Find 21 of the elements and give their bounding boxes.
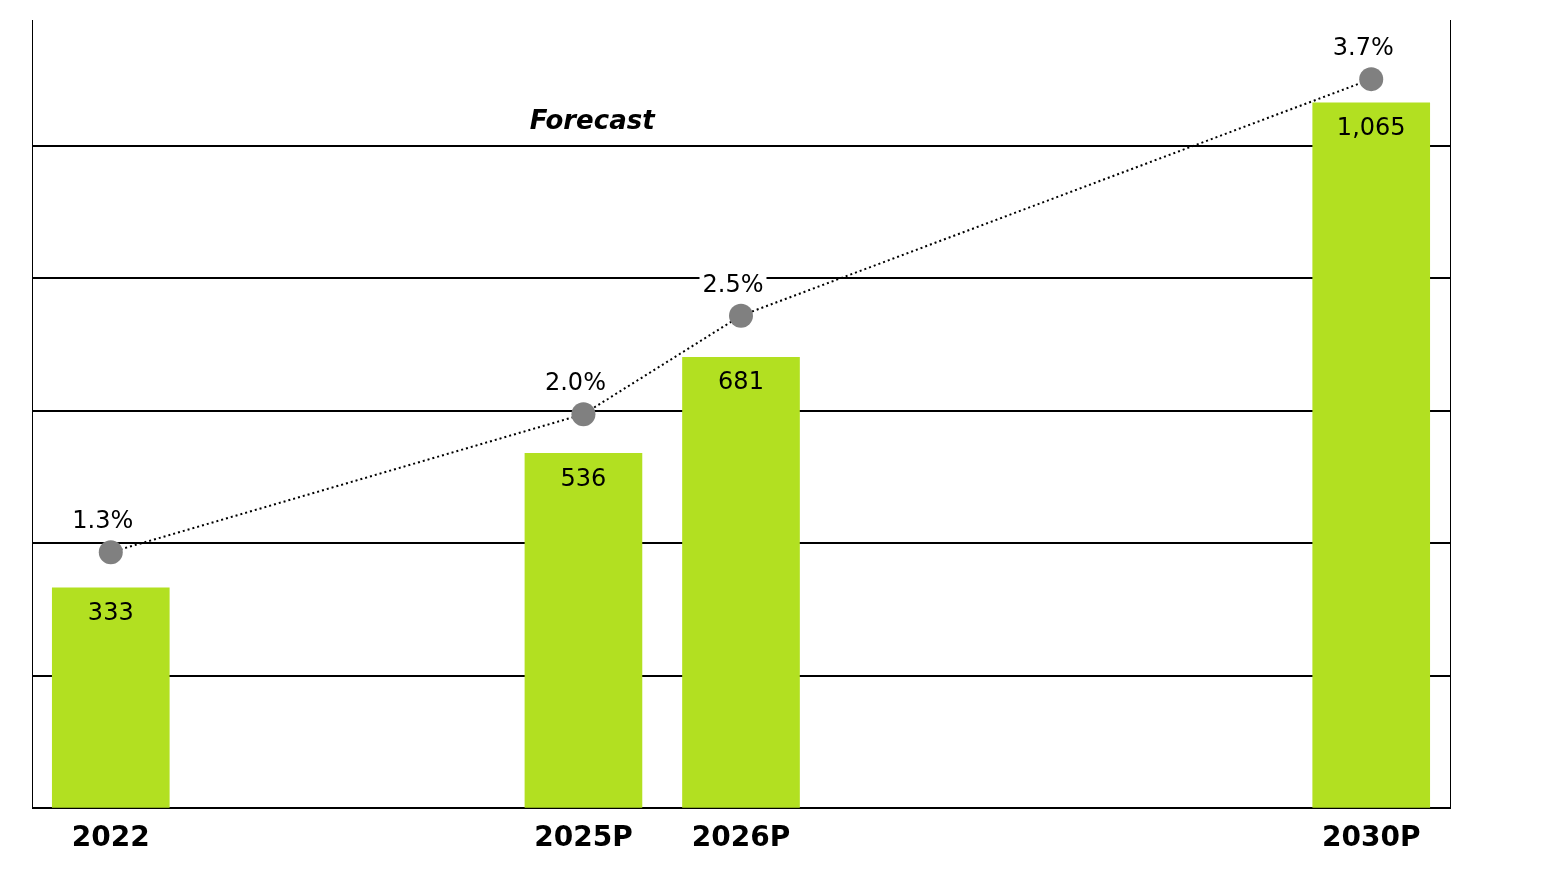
bar: [51, 587, 170, 808]
data-label: 2.5%: [702, 269, 764, 298]
annotation: Forecast: [529, 104, 657, 135]
point: [729, 303, 753, 328]
x-tick-label: 2030P: [1322, 820, 1421, 854]
bar: [682, 356, 800, 808]
bar: [524, 452, 643, 808]
point: [1359, 67, 1384, 92]
x-tick-label: 2022: [71, 820, 150, 854]
x-tick-label: 2026P: [691, 820, 791, 854]
point: [98, 540, 123, 565]
data-label: 1,065: [1336, 113, 1406, 142]
x-tick-label: 2025P: [534, 820, 633, 854]
data-label: 3.7%: [1332, 33, 1394, 62]
data-label: 333: [87, 598, 134, 627]
point: [571, 402, 596, 427]
bar: [1312, 102, 1431, 808]
data-label: 1.3%: [72, 506, 134, 535]
data-label: 536: [560, 463, 607, 492]
data-label: 2.0%: [544, 368, 606, 397]
data-label: 681: [718, 367, 764, 396]
